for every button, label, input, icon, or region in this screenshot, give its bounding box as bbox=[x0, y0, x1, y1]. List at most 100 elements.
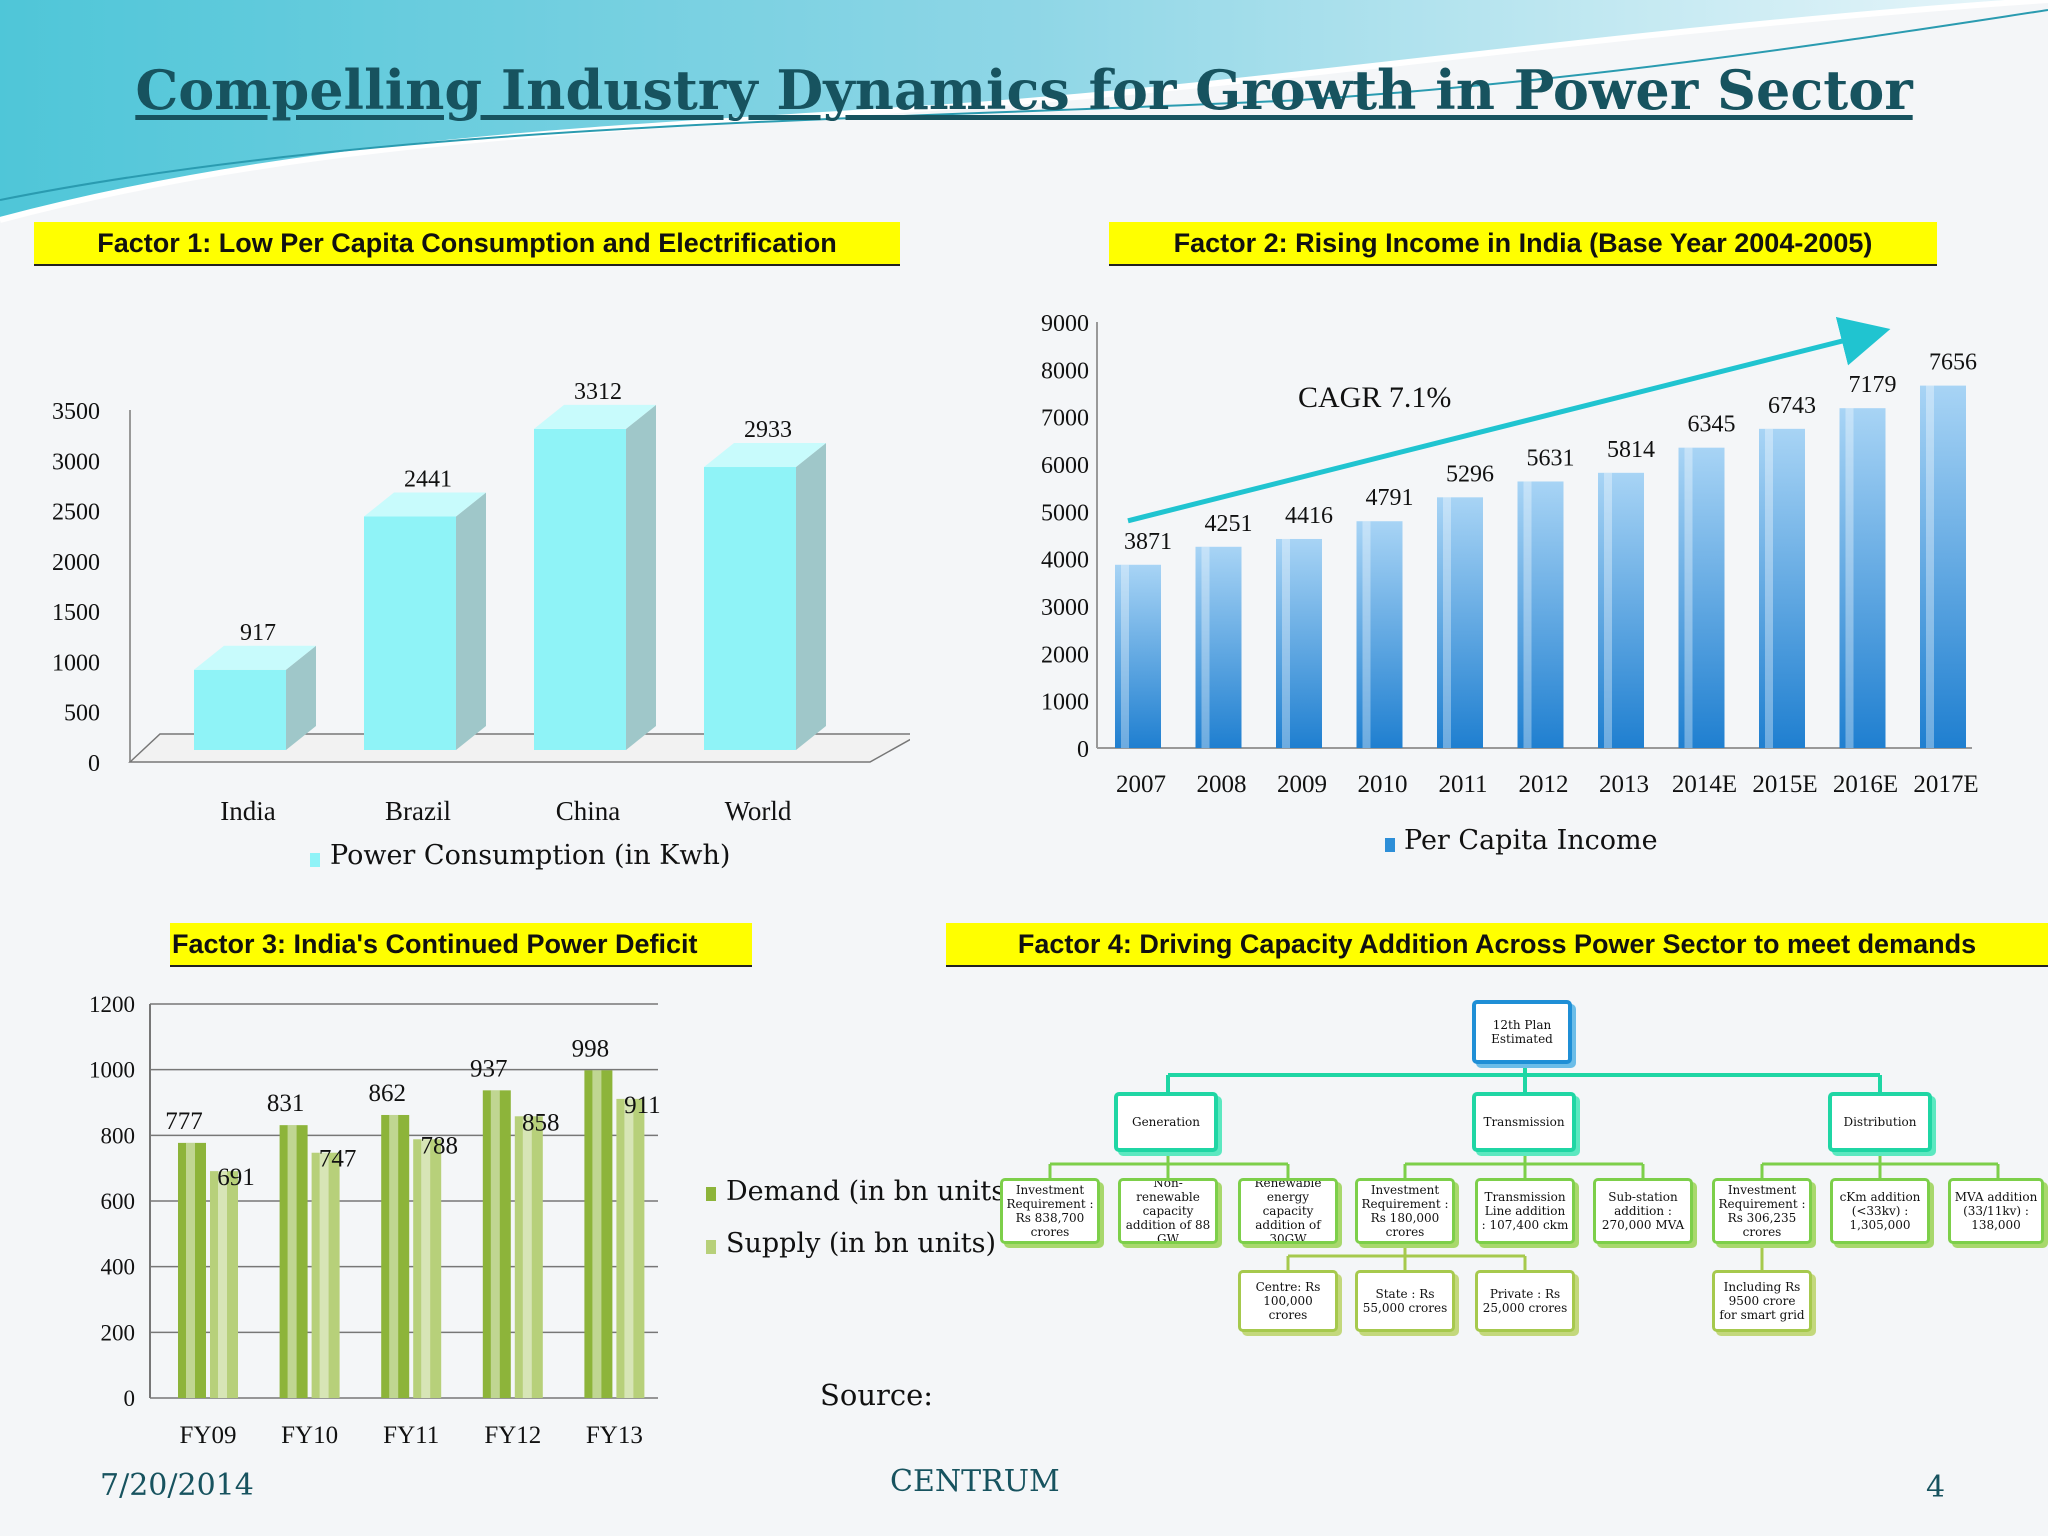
c2-category-label: 2008 bbox=[1197, 771, 1247, 798]
legend-income: Per Capita Income bbox=[1404, 825, 1658, 856]
c3-supply-value-label: 691 bbox=[217, 1164, 255, 1191]
c2-category-label: 2016E bbox=[1833, 771, 1898, 798]
org-item-investment-state: State : Rs 55,000 crores bbox=[1355, 1270, 1455, 1332]
c1-category-label: World bbox=[725, 796, 792, 826]
c1-value-label: 3312 bbox=[574, 379, 622, 405]
legend-swatch-demand bbox=[706, 1187, 716, 1201]
c1-bar-side bbox=[796, 443, 826, 750]
slide-title: Compelling Industry Dynamics for Growth … bbox=[135, 58, 1913, 122]
org-item-dist-mva: MVA addition (33/11kv) : 138,000 bbox=[1948, 1178, 2044, 1244]
c1-value-label: 2441 bbox=[404, 467, 452, 493]
c3-supply-value-label: 858 bbox=[522, 1109, 560, 1136]
c3-demand-value-label: 937 bbox=[470, 1055, 508, 1082]
power-deficit-chart: 0 200 400 600 800 1000 1200 FY09 FY10 FY11 FY12 FY… bbox=[89, 992, 661, 1449]
factor3-heading: Factor 3: India's Continued Power Defici… bbox=[170, 923, 752, 967]
c2-bar bbox=[1920, 385, 1966, 748]
factor4-heading: Factor 4: Driving Capacity Addition Acro… bbox=[946, 923, 2048, 967]
c1-bar-top bbox=[364, 492, 486, 517]
footer-date: 7/20/2014 bbox=[100, 1468, 254, 1503]
org-branch-transmission: Transmission bbox=[1472, 1092, 1576, 1152]
c3-supply-bar bbox=[311, 1152, 340, 1398]
c1-category-label: China bbox=[556, 796, 621, 826]
c2-bar-highlight bbox=[1604, 472, 1612, 748]
factor2-heading: Factor 2: Rising Income in India (Base Y… bbox=[1109, 222, 1937, 266]
c3-category-label: FY11 bbox=[383, 1422, 439, 1449]
c2-bar-highlight bbox=[1282, 538, 1290, 748]
legend-consumption: Power Consumption (in Kwh) bbox=[330, 840, 731, 871]
c2-bar bbox=[1437, 497, 1483, 748]
c2-value-label: 4416 bbox=[1285, 503, 1333, 529]
c1-ytick-label: 3000 bbox=[52, 449, 100, 475]
c1-value-label: 2933 bbox=[744, 417, 792, 443]
c3-ytick-label: 400 bbox=[101, 1255, 136, 1280]
c3-demand-bar bbox=[482, 1090, 511, 1398]
c3-category-label: FY13 bbox=[586, 1422, 643, 1449]
c2-bar bbox=[1598, 472, 1644, 748]
c1-bar-side bbox=[456, 492, 486, 750]
org-item-trans-substation: Sub-station addition : 270,000 MVA bbox=[1593, 1178, 1693, 1244]
c3-demand-value-label: 831 bbox=[267, 1090, 305, 1117]
c3-ytick-label: 0 bbox=[124, 1386, 136, 1411]
legend-swatch-consumption bbox=[310, 853, 320, 867]
c2-category-label: 2011 bbox=[1438, 771, 1487, 798]
c3-supply-bar bbox=[616, 1098, 645, 1398]
c2-category-label: 2017E bbox=[1913, 771, 1978, 798]
c3-bar-highlight bbox=[287, 1125, 297, 1398]
c2-value-label: 6743 bbox=[1768, 393, 1816, 419]
c3-category-label: FY09 bbox=[180, 1422, 237, 1449]
c2-value-label: 4791 bbox=[1366, 485, 1414, 511]
c2-bar-highlight bbox=[1121, 564, 1129, 748]
c1-category-label: India bbox=[220, 796, 275, 826]
org-item-trans-line: Transmission Line addition : 107,400 ckm bbox=[1475, 1178, 1575, 1244]
c2-category-label: 2009 bbox=[1277, 771, 1327, 798]
c2-value-label: 7179 bbox=[1849, 372, 1897, 398]
c3-category-label: FY12 bbox=[484, 1422, 541, 1449]
org-item-investment-private: Private : Rs 25,000 crores bbox=[1475, 1270, 1575, 1332]
c2-ytick-label: 6000 bbox=[1041, 453, 1089, 479]
c3-bar-highlight bbox=[218, 1171, 227, 1398]
c2-value-label: 7656 bbox=[1929, 350, 1977, 376]
footer-brand: CENTRUM bbox=[890, 1464, 1060, 1499]
legend-swatch-supply bbox=[706, 1240, 716, 1254]
c2-ytick-label: 4000 bbox=[1041, 548, 1089, 574]
legend-demand: Demand (in bn units) bbox=[726, 1176, 1016, 1207]
c2-bar-highlight bbox=[1926, 385, 1934, 748]
c3-demand-value-label: 862 bbox=[368, 1080, 406, 1107]
c2-bar bbox=[1115, 564, 1161, 748]
c2-category-label: 2014E bbox=[1672, 771, 1737, 798]
c1-bar-front bbox=[534, 428, 626, 750]
c2-bar bbox=[1517, 481, 1564, 748]
c2-bar-highlight bbox=[1523, 481, 1532, 748]
org-item-gen-investment: Investment Requirement : Rs 838,700 cror… bbox=[1000, 1178, 1100, 1244]
c3-supply-value-label: 911 bbox=[624, 1092, 661, 1119]
c3-category-label: FY10 bbox=[281, 1422, 338, 1449]
cagr-trend-arrow bbox=[1127, 316, 1891, 524]
c2-bar bbox=[1759, 428, 1805, 748]
c2-value-label: 5814 bbox=[1607, 437, 1655, 463]
legend-swatch-income bbox=[1385, 838, 1395, 852]
org-root-node: 12th Plan Estimated bbox=[1472, 1000, 1572, 1064]
c2-category-label: 2013 bbox=[1599, 771, 1649, 798]
c2-ytick-label: 5000 bbox=[1041, 500, 1089, 526]
c1-category-label: Brazil bbox=[385, 796, 451, 826]
c1-bar-top bbox=[534, 404, 656, 429]
c3-supply-bar bbox=[210, 1171, 238, 1398]
legend-supply: Supply (in bn units) bbox=[726, 1228, 996, 1259]
c1-ytick-label: 1500 bbox=[52, 600, 100, 626]
c3-bar-highlight bbox=[592, 1070, 602, 1398]
c2-category-label: 2010 bbox=[1358, 771, 1408, 798]
org-branch-distribution: Distribution bbox=[1828, 1092, 1932, 1152]
org-item-investment-centre: Centre: Rs 100,000 crores bbox=[1238, 1270, 1338, 1332]
c3-bar-highlight bbox=[522, 1116, 532, 1398]
c3-demand-bar bbox=[279, 1125, 308, 1398]
c2-bar-highlight bbox=[1765, 428, 1773, 748]
c2-category-label: 2007 bbox=[1116, 771, 1166, 798]
c2-bar-highlight bbox=[1201, 546, 1210, 748]
c2-value-label: 5631 bbox=[1527, 445, 1575, 471]
org-item-dist-ckm: cKm addition (<33kv) : 1,305,000 bbox=[1830, 1178, 1930, 1244]
c2-bar bbox=[1195, 546, 1242, 748]
c2-bar bbox=[1276, 538, 1322, 748]
factor1-heading: Factor 1: Low Per Capita Consumption and… bbox=[34, 222, 900, 266]
org-item-trans-investment: Investment Requirement : Rs 180,000 cror… bbox=[1355, 1178, 1455, 1244]
